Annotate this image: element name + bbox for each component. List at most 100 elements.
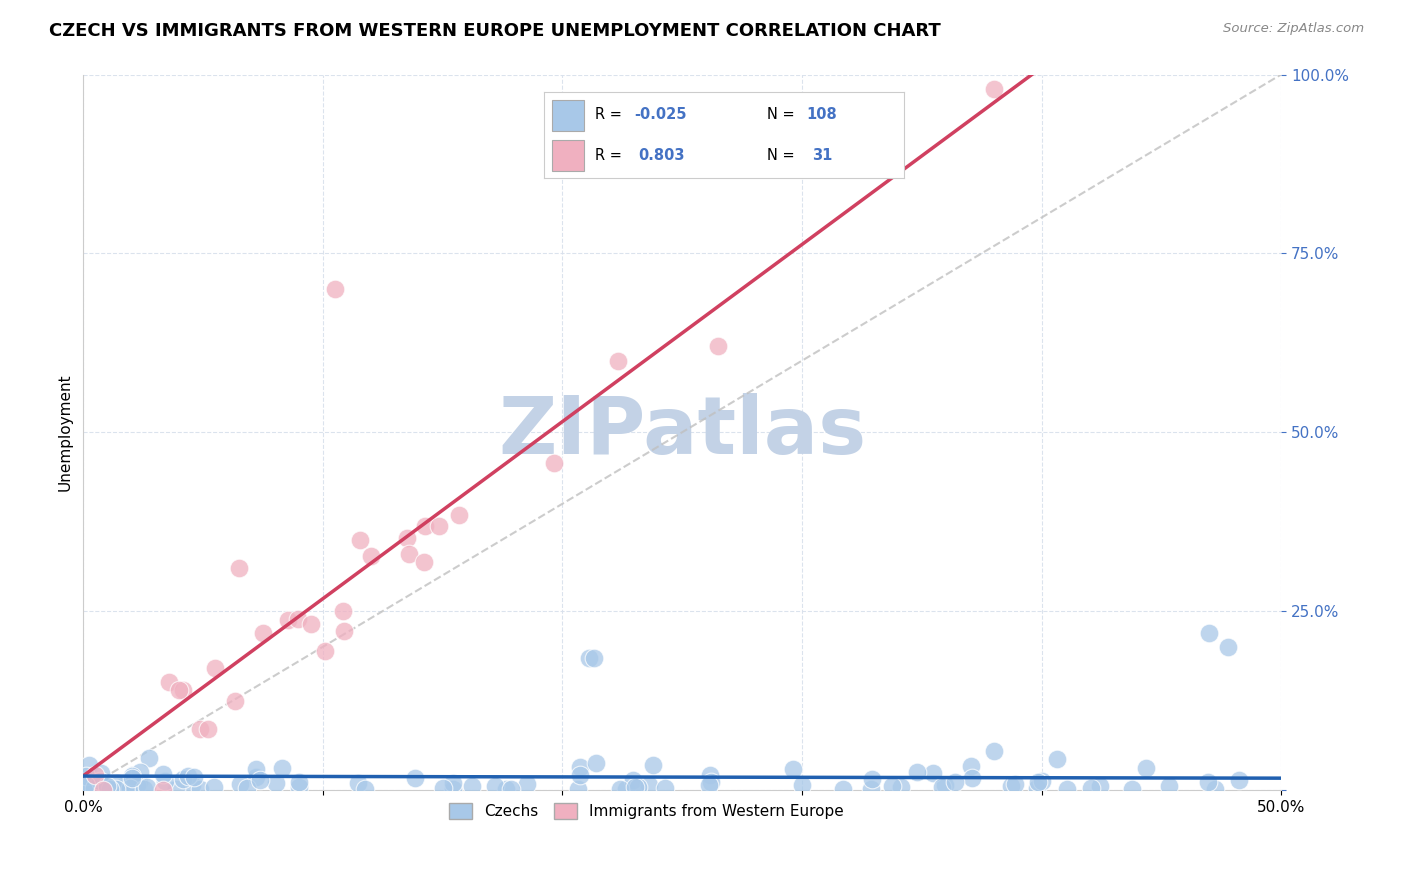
Point (354, 782, 377, 797)
Point (100, 782, 122, 797)
Point (1026, 780, 1049, 795)
Point (931, 780, 953, 794)
Point (983, 82, 1005, 96)
Point (1198, 625, 1220, 640)
Point (349, 533, 371, 548)
Point (77, 782, 100, 797)
Point (707, 339, 730, 353)
Point (152, 767, 174, 781)
Point (270, 761, 292, 775)
Point (134, 782, 156, 797)
Point (441, 776, 464, 790)
Point (229, 776, 252, 790)
Point (181, 778, 204, 792)
Point (172, 772, 194, 786)
Point (960, 758, 983, 772)
Point (346, 776, 368, 790)
Y-axis label: Unemployment: Unemployment (58, 374, 72, 491)
Point (905, 765, 928, 780)
Point (583, 650, 606, 665)
Point (84, 767, 107, 781)
Point (125, 778, 148, 792)
Point (121, 771, 143, 785)
Point (1227, 773, 1250, 788)
Point (983, 744, 1005, 758)
Point (495, 781, 517, 796)
Point (91, 781, 114, 796)
Point (277, 613, 299, 627)
Point (1216, 640, 1239, 654)
Point (697, 778, 720, 792)
Point (782, 762, 804, 776)
Point (107, 780, 129, 795)
Point (188, 723, 211, 737)
Point (945, 775, 967, 789)
Point (700, 774, 723, 789)
Point (138, 751, 160, 765)
Point (859, 782, 882, 797)
Point (1157, 780, 1180, 794)
Point (333, 624, 356, 638)
Point (115, 782, 138, 797)
Point (569, 760, 592, 774)
Point (1026, 775, 1049, 789)
Point (1031, 773, 1053, 788)
Point (1000, 779, 1022, 793)
Point (643, 757, 665, 772)
Point (75, 778, 97, 792)
Point (228, 561, 250, 575)
Point (94, 781, 117, 796)
Point (122, 768, 145, 782)
Point (543, 456, 565, 470)
Point (1197, 775, 1219, 789)
Point (245, 762, 267, 776)
Point (934, 778, 956, 792)
Point (1056, 782, 1078, 797)
Point (1121, 782, 1143, 797)
Point (167, 682, 190, 697)
Text: CZECH VS IMMIGRANTS FROM WESTERN EUROPE UNEMPLOYMENT CORRELATION CHART: CZECH VS IMMIGRANTS FROM WESTERN EUROPE … (49, 22, 941, 40)
Point (461, 779, 484, 793)
Point (91, 783, 114, 797)
Point (332, 604, 354, 618)
Point (314, 644, 336, 658)
Point (83, 780, 105, 795)
Point (654, 781, 676, 796)
Point (172, 683, 194, 698)
Point (157, 675, 180, 690)
Point (484, 779, 506, 793)
Point (1135, 761, 1157, 775)
Point (606, 354, 628, 368)
Legend: Czechs, Immigrants from Western Europe: Czechs, Immigrants from Western Europe (443, 797, 849, 825)
Point (1088, 779, 1111, 793)
Point (122, 780, 145, 795)
Point (105, 776, 128, 790)
Point (567, 781, 589, 796)
Point (177, 769, 200, 783)
Point (432, 780, 454, 795)
Point (204, 661, 226, 675)
Point (638, 778, 661, 792)
Point (1046, 752, 1069, 766)
Point (699, 767, 721, 781)
Point (396, 531, 419, 545)
Point (299, 616, 322, 631)
Point (153, 773, 176, 788)
Point (360, 549, 382, 563)
Point (398, 548, 420, 562)
Text: ZIPatlas: ZIPatlas (498, 393, 866, 471)
Point (569, 768, 592, 782)
Point (609, 781, 631, 796)
Point (252, 625, 274, 640)
Point (404, 771, 426, 785)
Point (449, 508, 471, 522)
Text: Source: ZipAtlas.com: Source: ZipAtlas.com (1223, 22, 1364, 36)
Point (77, 758, 100, 772)
Point (75, 769, 97, 783)
Point (890, 780, 912, 794)
Point (117, 781, 139, 796)
Point (860, 772, 883, 787)
Point (129, 764, 152, 779)
Point (96, 779, 118, 793)
Point (1204, 782, 1226, 797)
